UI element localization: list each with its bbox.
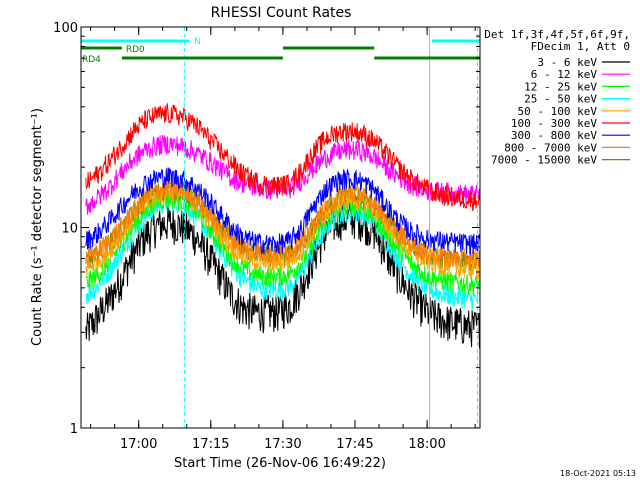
x-tick-label-2: 17:15	[192, 437, 229, 452]
legend-entry-7: 300 - 800 keV	[511, 129, 597, 142]
x-tick-label-4: 17:45	[336, 437, 373, 452]
series-line-8	[85, 177, 480, 270]
x-axis-label: Start Time (26-Nov-06 16:49:22)	[174, 456, 386, 471]
legend-entry-1: 3 - 6 keV	[537, 56, 597, 69]
legend: Det 1f,3f,4f,5f,6f,9f, FDecim 1, Att 0 3…	[484, 28, 630, 167]
rd0-label: RD0	[126, 45, 145, 55]
y-tick-label-2: 10	[61, 222, 78, 237]
legend-entry-5: 50 - 100 keV	[518, 105, 598, 118]
legend-entry-2: 6 - 12 keV	[531, 68, 598, 81]
series-line-3	[85, 190, 480, 297]
series-line-1	[85, 202, 480, 349]
legend-entry-4: 25 - 50 keV	[524, 93, 597, 106]
y-axis-label: Count Rate (s⁻¹ detector segment⁻¹)	[30, 108, 45, 346]
series-line-6	[85, 102, 480, 212]
legend-entry-3: 12 - 25 keV	[524, 80, 597, 93]
legend-entry-9: 7000 - 15000 keV	[491, 154, 597, 167]
x-tick-label-3: 17:30	[264, 437, 301, 452]
rd4-label: RD4	[82, 55, 101, 65]
legend-entry-8: 800 - 7000 keV	[504, 141, 597, 154]
night-label: N	[194, 37, 201, 47]
y-tick-label-3: 100	[53, 21, 78, 36]
x-tick-label-5: 18:00	[408, 437, 445, 452]
y-tick-label-1: 1	[70, 422, 78, 437]
series-line-5	[85, 183, 480, 280]
series-line-7	[85, 167, 480, 256]
legend-entry-6: 100 - 300 keV	[511, 117, 597, 130]
x-tick-label-1: 17:00	[120, 437, 157, 452]
chart-title: RHESSI Count Rates	[211, 5, 352, 21]
legend-header-line-1: Det 1f,3f,4f,5f,6f,9f,	[484, 28, 630, 41]
footer-timestamp: 18-Oct-2021 05:13	[560, 469, 636, 478]
legend-header-line-2: FDecim 1, Att 0	[531, 40, 630, 53]
